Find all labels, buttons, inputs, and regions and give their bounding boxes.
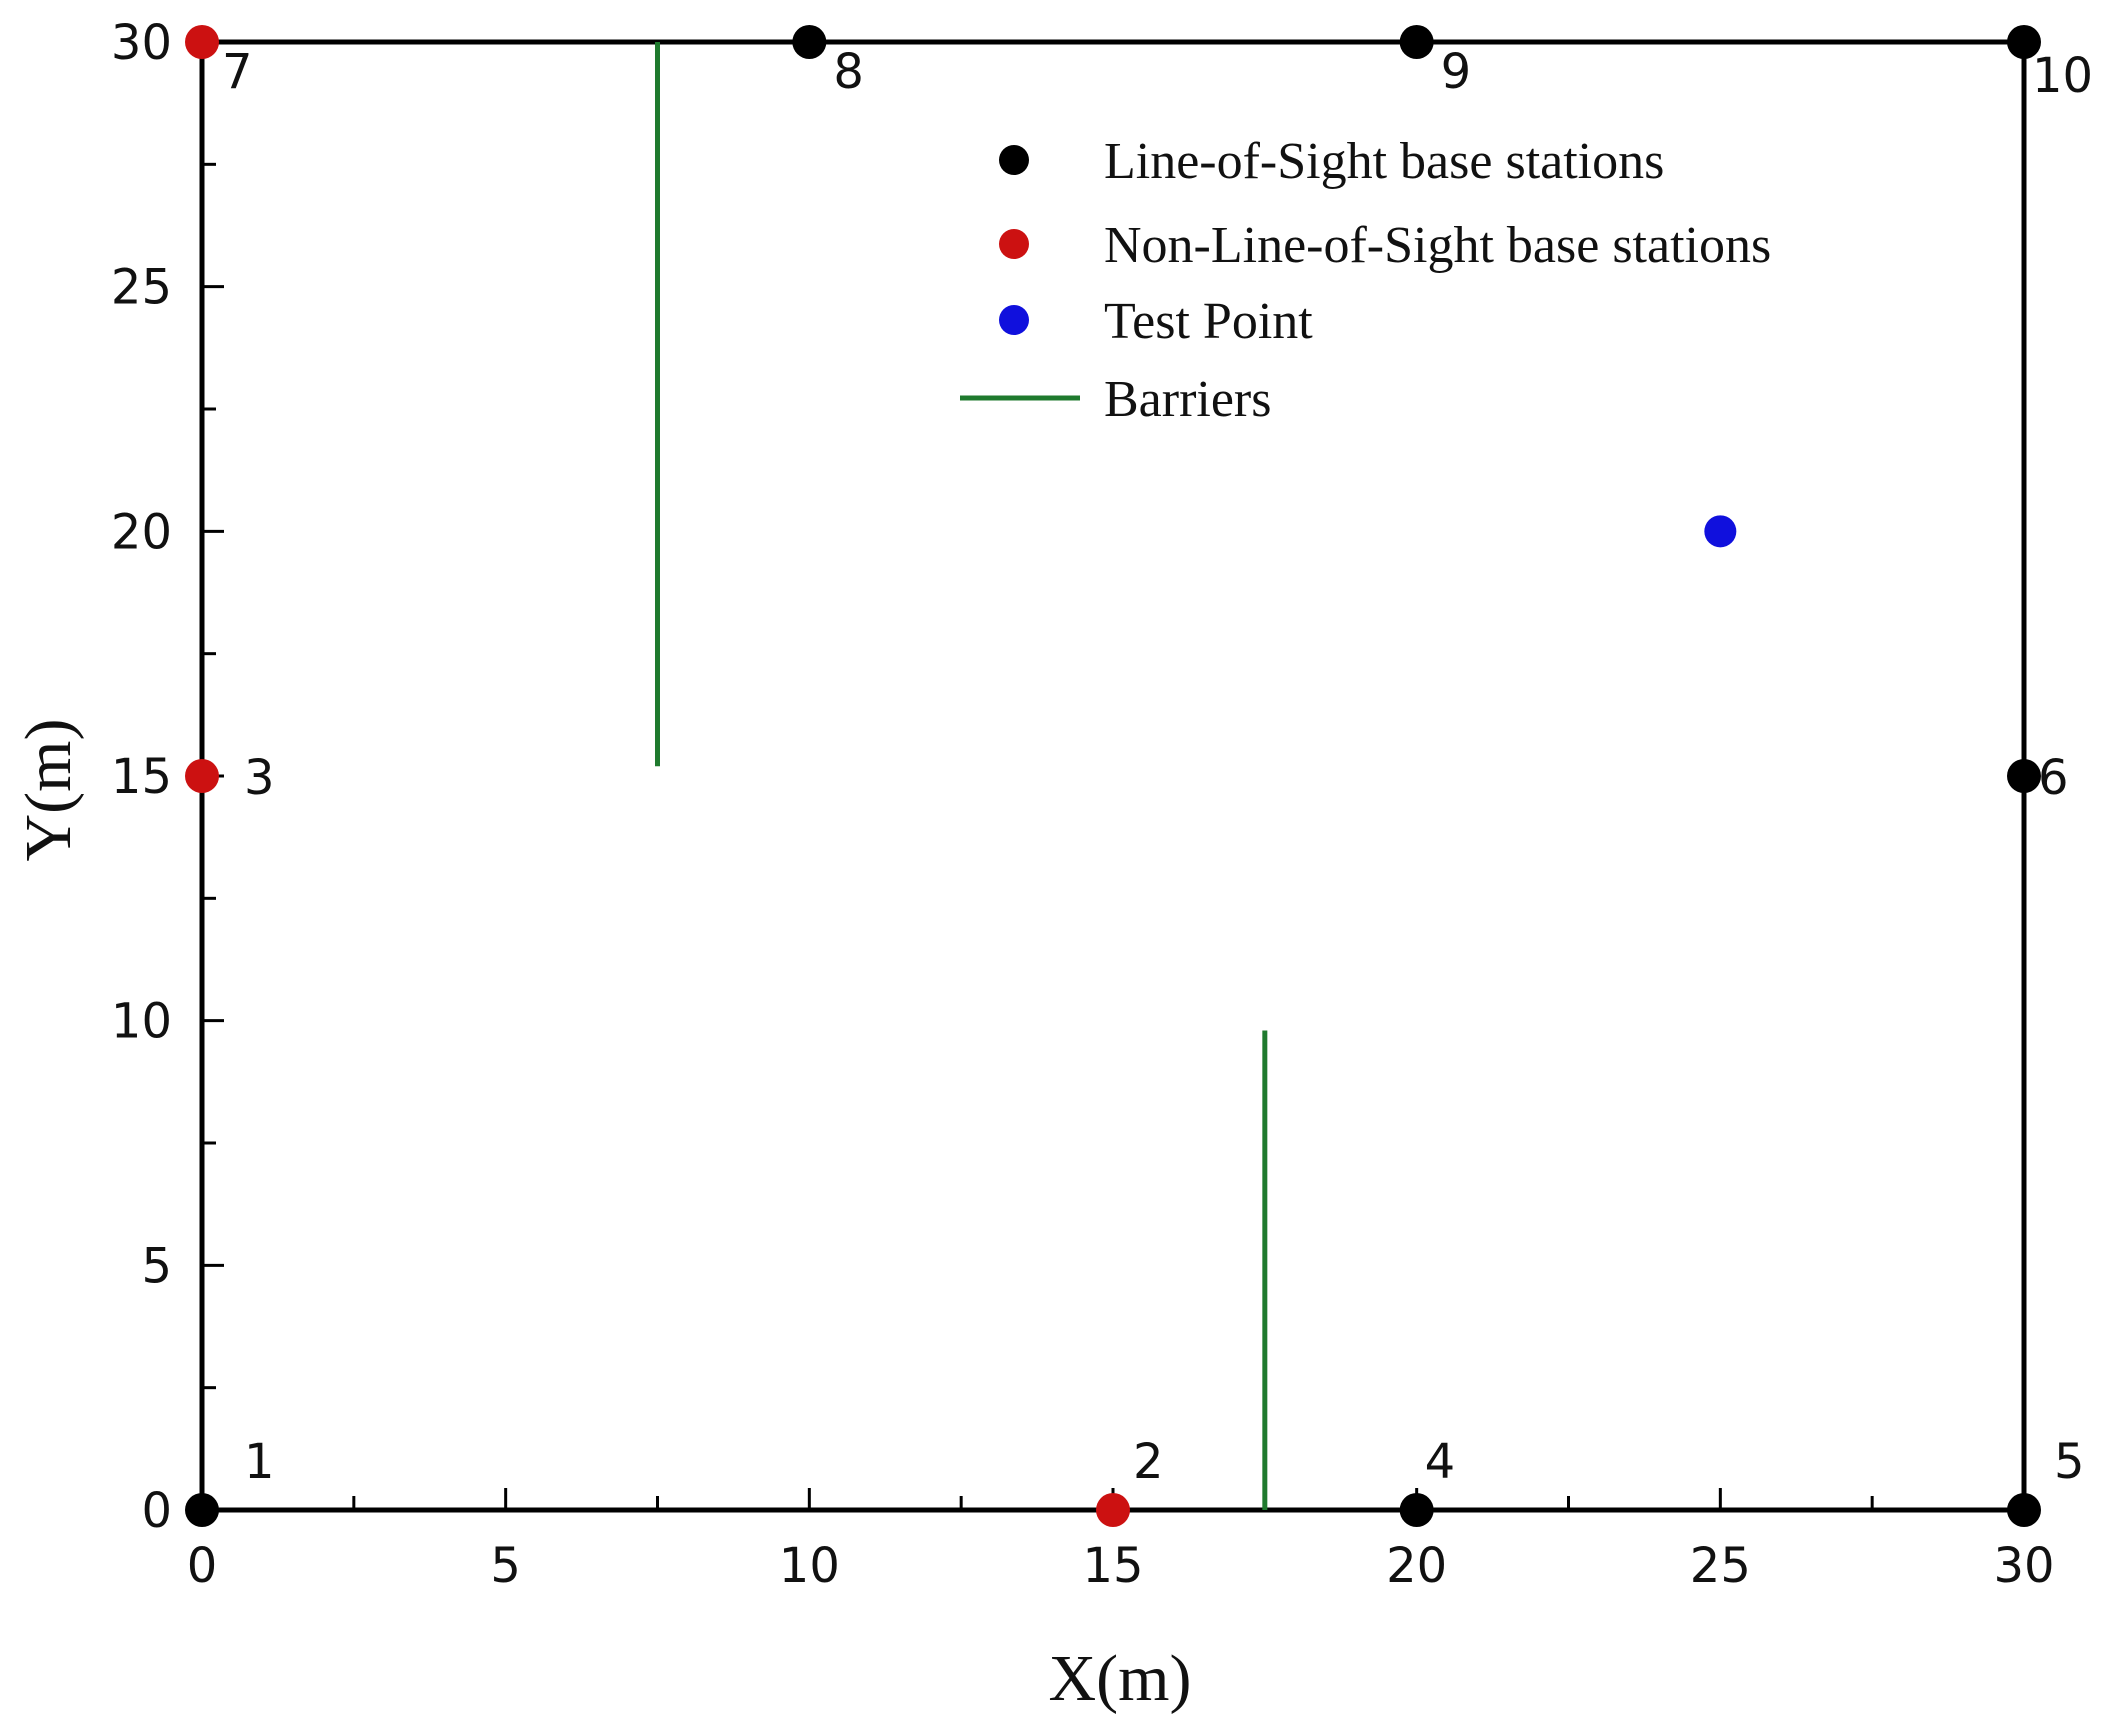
y-tick-label: 25	[111, 260, 172, 316]
barrier-lines	[655, 42, 1268, 1510]
legend-entry-label: Line-of-Sight base stations	[1104, 133, 1664, 190]
x-tick-label: 0	[187, 1538, 218, 1594]
y-tick-label: 10	[111, 994, 172, 1050]
y-tick-label: 0	[141, 1483, 172, 1539]
station-marker-7	[185, 25, 219, 59]
station-label-7: 7	[222, 44, 253, 100]
station-marker-10	[2007, 25, 2041, 59]
station-label-8: 8	[833, 44, 864, 100]
station-label-3: 3	[244, 750, 275, 806]
station-label-1: 1	[244, 1434, 275, 1490]
legend-marker	[999, 229, 1029, 259]
x-tick-label: 20	[1386, 1538, 1447, 1594]
station-markers	[185, 25, 2041, 1527]
station-marker-5	[2007, 1493, 2041, 1527]
station-label-2: 2	[1133, 1434, 1164, 1490]
y-tick-label: 20	[111, 504, 172, 560]
station-marker-6	[2007, 759, 2041, 793]
legend-entry-label: Barriers	[1104, 371, 1271, 428]
x-tick-label: 5	[490, 1538, 521, 1594]
y-axis-title: Y(m)	[12, 719, 85, 862]
x-tick-label: 10	[779, 1538, 840, 1594]
station-labels: 1 4 5 6 8 9 10 2 3 7	[222, 44, 2093, 1490]
y-tick-label: 5	[141, 1238, 172, 1294]
legend-marker	[999, 305, 1029, 335]
legend-entry-label: Test Point	[1104, 293, 1313, 350]
station-marker-8	[792, 25, 827, 59]
station-marker-4	[1399, 1493, 1434, 1527]
x-tick-label: 15	[1082, 1538, 1143, 1594]
x-tick-label: 25	[1690, 1538, 1751, 1594]
y-tick-label: 30	[111, 15, 172, 71]
station-marker-1	[185, 1493, 219, 1527]
legend: Line-of-Sight base stations Non-Line-of-S…	[960, 133, 1771, 428]
station-label-9: 9	[1441, 44, 1472, 100]
station-marker-2	[1096, 1493, 1130, 1527]
legend-entry-label: Non-Line-of-Sight base stations	[1104, 217, 1771, 274]
station-label-4: 4	[1425, 1434, 1456, 1490]
test-point-marker	[1704, 515, 1737, 548]
station-marker-3	[185, 759, 219, 793]
y-tick-label: 15	[111, 749, 172, 805]
legend-marker	[999, 145, 1029, 175]
x-axis-title: X(m)	[1049, 1642, 1192, 1715]
station-marker-9	[1399, 25, 1434, 59]
station-label-5: 5	[2054, 1434, 2085, 1490]
station-label-6: 6	[2038, 750, 2069, 806]
x-tick-label: 30	[1993, 1538, 2054, 1594]
y-axis-ticks: 0 5 10 15 20 25 30	[111, 15, 224, 1539]
station-label-10: 10	[2032, 48, 2093, 104]
